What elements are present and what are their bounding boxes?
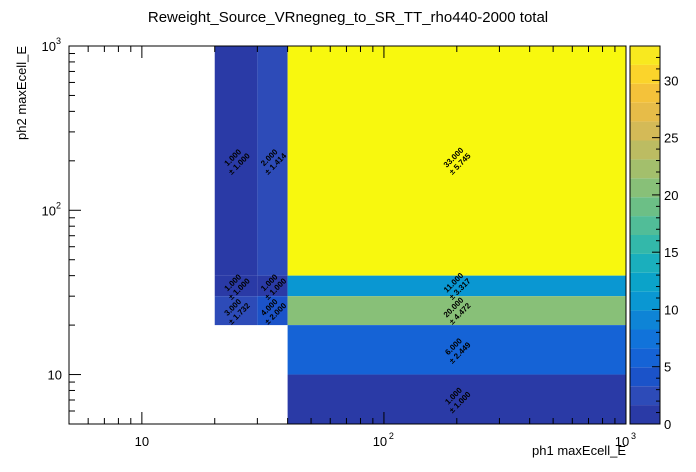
color-scale-band — [630, 64, 660, 84]
color-scale-band — [630, 348, 660, 368]
y-tick-exponent: 2 — [56, 200, 61, 210]
color-scale-frame — [629, 45, 661, 425]
x-tick-exponent: 3 — [631, 431, 636, 441]
color-scale-band — [630, 253, 660, 273]
color-scale-band — [630, 235, 660, 254]
x-axis-label: ph1 maxEcell_E — [532, 443, 626, 458]
color-scale-band — [630, 272, 660, 292]
color-scale-ticks: 0 5 10 15 20 25 30 — [652, 56, 678, 432]
z-tick-label: 0 — [664, 417, 671, 432]
heatmap-cell — [257, 275, 288, 297]
heatmap-cell — [214, 275, 258, 297]
heatmap-cell — [287, 46, 626, 276]
color-scale-band — [630, 83, 660, 103]
y-axis-label: ph2 maxEcell_E — [14, 46, 29, 140]
heatmap-cell — [287, 325, 626, 375]
color-scale-band — [630, 216, 660, 235]
x-axis-ticks: 10 10 2 10 3 — [68, 46, 636, 449]
color-scale-band — [630, 197, 660, 217]
chart-title: Reweight_Source_VRnegneg_to_SR_TT_rho440… — [148, 9, 548, 26]
heatmap-cell — [287, 296, 626, 326]
x-tick-label: 10 — [615, 434, 629, 449]
heatmap-cell — [214, 46, 258, 276]
z-tick-label: 25 — [664, 131, 678, 146]
cell-label-group: 4.000± 2.000 — [259, 297, 289, 327]
color-scale-band — [630, 329, 660, 349]
color-scale-band — [630, 159, 660, 179]
color-scale-band — [630, 310, 660, 330]
z-tick-label: 10 — [664, 302, 678, 317]
y-tick-label: 10 — [42, 203, 56, 218]
z-tick-label: 15 — [664, 245, 678, 260]
color-scale-band — [630, 386, 660, 406]
heatmap-cells — [214, 46, 626, 424]
plot-frame — [68, 45, 627, 425]
y-tick-label: 10 — [48, 368, 62, 383]
x-tick-exponent: 2 — [389, 431, 394, 441]
z-tick-label: 5 — [664, 360, 671, 375]
y-tick-exponent: 3 — [56, 36, 61, 46]
heatmap-cell — [214, 296, 258, 326]
color-scale-band — [630, 405, 660, 424]
color-scale-band — [630, 140, 660, 160]
heatmap-cell — [287, 374, 626, 424]
color-scale-band — [630, 121, 660, 141]
y-tick-label: 10 — [42, 39, 56, 54]
color-scale-band — [630, 367, 660, 387]
heatmap-cell — [257, 296, 288, 326]
heatmap-cell — [287, 275, 626, 297]
z-tick-label: 20 — [664, 188, 678, 203]
color-scale-band — [630, 291, 660, 311]
z-tick-label: 30 — [664, 73, 678, 88]
x-tick-label: 10 — [135, 434, 149, 449]
color-scale — [629, 45, 661, 425]
color-scale-band — [630, 102, 660, 122]
x-tick-label: 10 — [373, 434, 387, 449]
color-scale-band — [630, 178, 660, 198]
heatmap-cell — [257, 46, 288, 276]
color-scale-band — [630, 46, 660, 65]
